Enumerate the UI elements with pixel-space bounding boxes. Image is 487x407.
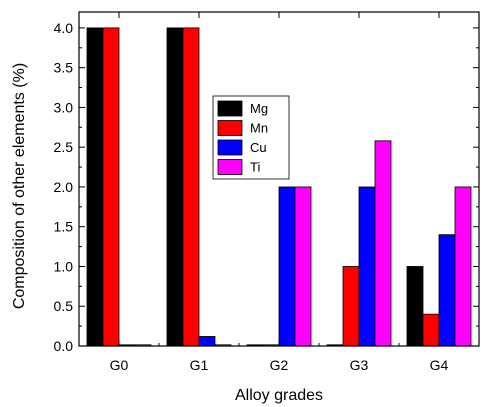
x-tick-label: G4 (430, 357, 449, 373)
y-tick-label: 4.0 (54, 20, 74, 36)
x-tick-label: G0 (110, 357, 129, 373)
y-tick-label: 2.5 (54, 139, 74, 155)
legend-label-ti: Ti (250, 160, 260, 175)
x-tick-label: G1 (190, 357, 209, 373)
bar-ti-g3 (374, 140, 392, 347)
y-ticks: 0.0 0.5 1.0 1.5 2.0 2.5 3.0 3.5 4.0 (54, 20, 479, 354)
bar-ti-g2 (294, 186, 312, 347)
x-tick-label: G3 (350, 357, 369, 373)
bar-cu-g4 (438, 234, 456, 347)
bar-cu-g1 (198, 336, 216, 347)
bar-mn-g3 (342, 266, 360, 347)
bar-mn-g0 (102, 27, 120, 347)
bar-mg-g1 (166, 27, 184, 347)
y-axis-title: Composition of other elements (%) (11, 63, 28, 309)
y-tick-label: 3.0 (54, 99, 74, 115)
legend-label-cu: Cu (250, 140, 267, 155)
bar-mg-g4 (406, 266, 424, 347)
bar-cu-g3 (358, 186, 376, 347)
bar-ti-g4 (454, 186, 472, 347)
legend-label-mg: Mg (250, 101, 268, 116)
legend-swatch-mg (217, 100, 243, 117)
y-tick-label: 1.5 (54, 219, 74, 235)
y-tick-label: 3.5 (54, 60, 74, 76)
legend-swatch-ti (217, 159, 243, 175)
y-tick-label: 0.0 (54, 338, 74, 354)
legend-swatch-cu (217, 139, 243, 156)
bar-mn-g4 (422, 313, 440, 347)
legend-label-mn: Mn (250, 121, 268, 136)
bar-cu-g2 (278, 186, 296, 347)
x-axis-title: Alloy grades (235, 387, 323, 404)
y-tick-label: 0.5 (54, 298, 74, 314)
bar-mn-g1 (182, 27, 200, 347)
legend-swatch-mn (217, 120, 243, 136)
bar-mg-g0 (86, 27, 104, 347)
x-ticks: G0 G1 G2 G3 G4 (78, 12, 480, 373)
bars-layer (86, 27, 472, 347)
y-tick-label: 1.0 (54, 258, 74, 274)
y-tick-label: 2.0 (54, 179, 74, 195)
x-tick-label: G2 (270, 357, 289, 373)
legend: Mg Mn Cu Ti (212, 95, 290, 180)
